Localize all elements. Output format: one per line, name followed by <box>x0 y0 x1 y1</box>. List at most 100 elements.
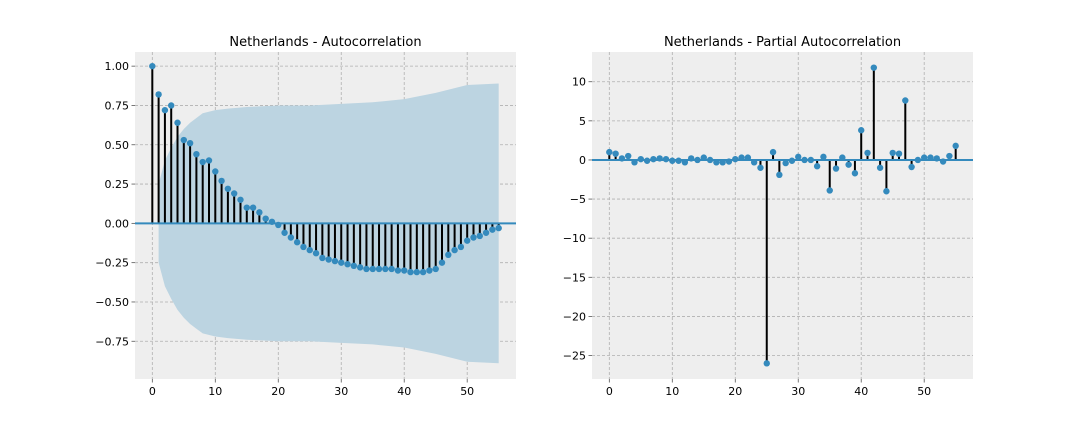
acf-marker-lag-49 <box>457 243 465 251</box>
pacf-marker-lag-50 <box>920 154 928 161</box>
pacf-x-tick-label: 40 <box>854 385 868 398</box>
pacf-marker-lag-32 <box>807 156 815 164</box>
pacf-marker-lag-54 <box>946 152 953 160</box>
acf-marker-lag-13 <box>230 190 238 197</box>
pacf-marker-lag-0 <box>606 148 613 156</box>
pacf-marker-lag-52 <box>933 155 940 162</box>
acf-x-tick-label: 20 <box>271 385 285 398</box>
pacf-marker-lag-31 <box>801 156 808 164</box>
pacf-marker-lag-46 <box>895 150 903 157</box>
pacf-marker-lag-28 <box>782 159 789 167</box>
acf-marker-lag-31 <box>344 261 351 268</box>
pacf-marker-lag-10 <box>669 157 676 164</box>
acf-x-tick-label: 10 <box>208 385 222 398</box>
pacf-x-tick-label: 0 <box>606 385 613 398</box>
acf-y-tick-label: 1.00 <box>105 60 130 73</box>
acf-marker-lag-8 <box>199 158 206 166</box>
pacf-x-tick-label: 10 <box>665 385 679 398</box>
pacf-marker-lag-20 <box>732 155 739 163</box>
pacf-marker-lag-6 <box>643 157 651 164</box>
acf-marker-lag-35 <box>369 265 376 273</box>
acf-y-tick-label: 0.50 <box>105 139 130 152</box>
pacf-marker-lag-33 <box>813 163 821 170</box>
acf-marker-lag-46 <box>438 259 446 266</box>
pacf-x-tick-label: 20 <box>728 385 742 398</box>
pacf-y-tick-label: −5 <box>570 193 586 206</box>
acf-marker-lag-6 <box>186 139 194 147</box>
acf-marker-lag-43 <box>419 268 427 276</box>
acf-marker-lag-51 <box>470 234 477 241</box>
acf-marker-lag-15 <box>243 204 250 211</box>
acf-marker-lag-10 <box>212 168 219 175</box>
acf-marker-lag-22 <box>287 234 295 241</box>
pacf-marker-lag-21 <box>738 154 745 161</box>
pacf-marker-lag-30 <box>795 153 802 161</box>
pacf-marker-lag-49 <box>914 156 922 164</box>
pacf-marker-lag-26 <box>769 148 777 156</box>
acf-marker-lag-0 <box>149 62 156 70</box>
acf-marker-lag-53 <box>482 229 490 236</box>
pacf-y-tick-labels: 10 5 0 −5 −10 −15 −20 −25 <box>563 76 592 363</box>
acf-marker-lag-55 <box>495 224 502 232</box>
pacf-marker-lag-8 <box>656 155 663 162</box>
acf-marker-lag-27 <box>319 254 326 262</box>
pacf-marker-lag-2 <box>618 155 626 162</box>
pacf-marker-lag-16 <box>706 156 714 164</box>
acf-marker-lag-26 <box>312 250 320 257</box>
pacf-marker-lag-55 <box>952 142 959 150</box>
acf-marker-lag-7 <box>193 150 200 158</box>
acf-marker-lag-48 <box>451 246 458 254</box>
pacf-marker-lag-37 <box>839 154 846 161</box>
pacf-marker-lag-42 <box>870 64 878 71</box>
acf-marker-lag-19 <box>268 218 276 225</box>
pacf-y-tick-label: −25 <box>563 350 586 363</box>
pacf-y-tick-label: −20 <box>563 310 586 323</box>
pacf-marker-lag-40 <box>858 127 865 134</box>
pacf-markers <box>606 64 959 367</box>
acf-marker-lag-30 <box>338 259 345 266</box>
pacf-marker-lag-7 <box>650 155 657 163</box>
pacf-x-tick-labels: 0 10 20 30 40 50 <box>606 379 931 398</box>
pacf-marker-lag-51 <box>927 154 934 161</box>
acf-marker-lag-32 <box>350 262 358 270</box>
pacf-y-tick-label: 10 <box>572 76 586 89</box>
pacf-marker-lag-43 <box>876 164 884 171</box>
acf-marker-lag-42 <box>413 268 421 276</box>
pacf-marker-lag-27 <box>776 171 783 179</box>
pacf-marker-lag-15 <box>700 154 707 161</box>
acf-marker-lag-45 <box>432 265 439 273</box>
pacf-marker-lag-19 <box>725 158 733 165</box>
acf-marker-lag-2 <box>161 106 169 114</box>
acf-x-tick-label: 50 <box>460 385 474 398</box>
acf-marker-lag-12 <box>224 185 232 192</box>
acf-marker-lag-14 <box>237 196 244 203</box>
acf-marker-lag-11 <box>218 177 225 185</box>
acf-marker-lag-40 <box>401 267 408 274</box>
acf-marker-lag-50 <box>463 237 471 244</box>
pacf-x-tick-label: 30 <box>791 385 805 398</box>
acf-marker-lag-24 <box>300 243 307 251</box>
acf-marker-lag-34 <box>363 265 370 273</box>
acf-marker-lag-44 <box>426 267 433 274</box>
pacf-marker-lag-45 <box>889 149 896 157</box>
pacf-marker-lag-1 <box>612 150 619 157</box>
pacf-marker-lag-12 <box>681 159 689 166</box>
acf-y-tick-label: −0.50 <box>95 296 129 309</box>
pacf-y-tick-label: 5 <box>579 115 586 128</box>
pacf-marker-lag-5 <box>637 155 645 163</box>
pacf-marker-lag-4 <box>631 159 638 166</box>
pacf-marker-lag-38 <box>845 161 852 168</box>
pacf-marker-lag-48 <box>908 163 915 171</box>
pacf-marker-lag-53 <box>939 158 947 165</box>
acf-y-tick-label: −0.25 <box>95 257 129 270</box>
pacf-marker-lag-47 <box>902 97 909 104</box>
pacf-y-tick-label: −10 <box>563 232 586 245</box>
pacf-marker-lag-14 <box>694 156 701 164</box>
acf-marker-lag-9 <box>205 157 213 164</box>
pacf-marker-lag-41 <box>864 149 871 157</box>
pacf-marker-lag-36 <box>832 165 840 172</box>
acf-y-tick-label: 0.75 <box>105 99 130 112</box>
pacf-marker-lag-3 <box>625 152 632 160</box>
